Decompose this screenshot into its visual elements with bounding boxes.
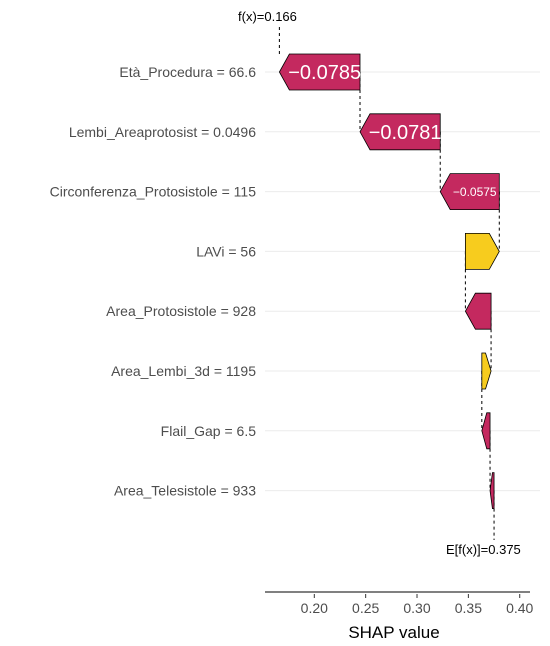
- bar-negative: [439, 173, 500, 211]
- bar-negative: [278, 53, 361, 91]
- feature-label: Lembi_Areaprotosist = 0.0496: [69, 124, 256, 140]
- efx-annotation: E[f(x)]=0.375: [446, 542, 521, 557]
- x-tick-label: 0.30: [403, 600, 430, 616]
- x-tick-label: 0.40: [506, 600, 533, 616]
- x-tick-label: 0.35: [455, 600, 482, 616]
- feature-label: Circonferenza_Protosistole = 115: [50, 184, 257, 200]
- feature-labels: Età_Procedura = 66.6 Lembi_Areaprotosist …: [50, 64, 257, 499]
- bar-negative: [489, 472, 495, 510]
- gridlines: [265, 71, 540, 492]
- feature-label: Area_Protosistole = 928: [106, 303, 256, 319]
- bar-value-label: −0.0785: [288, 62, 361, 84]
- bar-negative: [464, 292, 492, 330]
- x-tick-label: 0.25: [352, 600, 379, 616]
- bar-value-label: −0.0781: [369, 122, 442, 144]
- feature-label: Età_Procedura = 66.6: [119, 64, 256, 80]
- feature-label: Flail_Gap = 6.5: [161, 423, 257, 439]
- feature-label: Area_Lembi_3d = 1195: [111, 363, 256, 379]
- bar-negative: [359, 113, 441, 151]
- bar-negative: [481, 412, 491, 450]
- x-tick-label: 0.20: [301, 600, 328, 616]
- bar-value-label: −0.0575: [453, 185, 497, 199]
- bars: −0.0785 −0.0781 −0.0575: [278, 53, 500, 510]
- fx-annotation: f(x)=0.166: [238, 9, 297, 24]
- feature-label: LAVi = 56: [196, 243, 256, 259]
- bar-positive: [464, 232, 500, 270]
- bar-positive: [481, 352, 492, 390]
- feature-label: Area_Telesistole = 933: [114, 483, 256, 499]
- connectors: [278, 27, 500, 540]
- x-axis: 0.20 0.25 0.30 0.35 0.40: [265, 591, 534, 616]
- x-axis-title: SHAP value: [348, 623, 439, 642]
